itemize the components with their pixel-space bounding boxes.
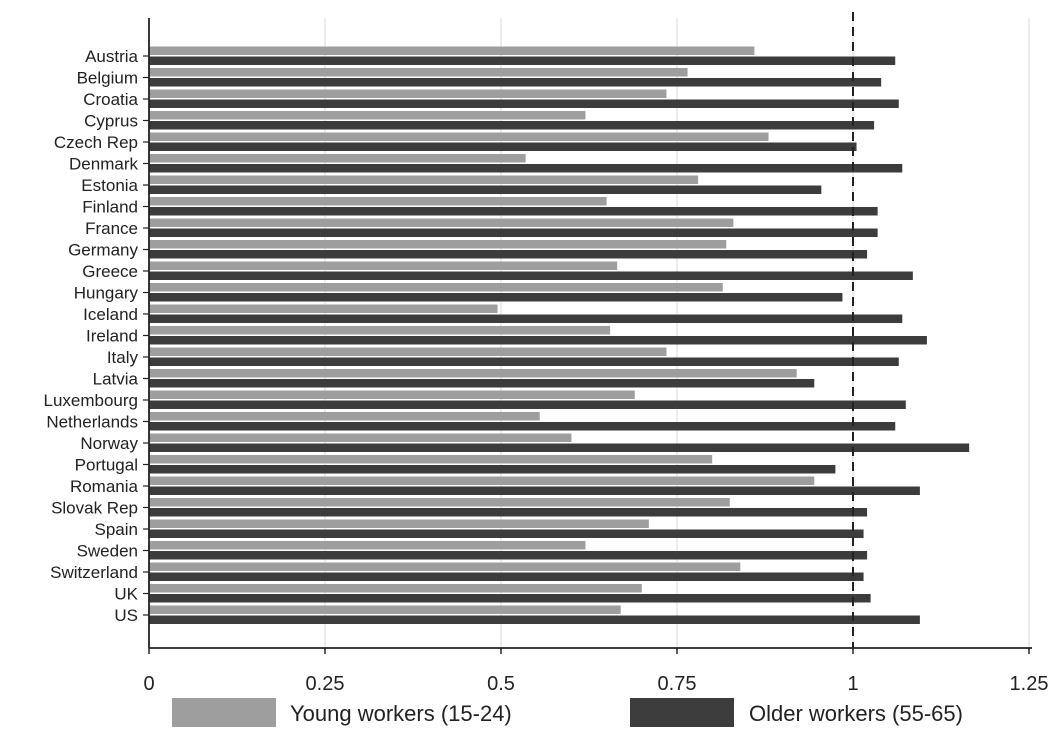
bar-older-denmark [149, 164, 903, 173]
category-label: Belgium [77, 69, 138, 88]
bar-older-romania [149, 486, 920, 495]
bar-older-france [149, 228, 878, 237]
bar-older-spain [149, 529, 864, 538]
bar-young-cyprus [149, 111, 586, 120]
bar-older-netherlands [149, 422, 896, 431]
bar-older-ireland [149, 336, 927, 345]
category-label: Latvia [93, 370, 139, 389]
category-label: Austria [85, 47, 138, 66]
bar-older-hungary [149, 293, 843, 302]
bar-older-finland [149, 207, 878, 216]
bar-young-latvia [149, 369, 797, 378]
bar-older-norway [149, 443, 970, 452]
legend: Young workers (15-24) Older workers (55-6… [172, 698, 963, 727]
bar-young-belgium [149, 68, 688, 77]
category-label: Netherlands [46, 413, 138, 432]
category-label: Norway [80, 434, 138, 453]
x-tick-label: 1.25 [1010, 673, 1049, 695]
category-label: Iceland [83, 305, 138, 324]
category-label: US [114, 606, 138, 625]
bar-young-slovak-rep [149, 498, 730, 507]
category-label: Hungary [74, 284, 139, 303]
category-label: Estonia [81, 176, 138, 195]
category-label: Greece [82, 262, 138, 281]
bar-young-germany [149, 240, 727, 249]
category-label: Slovak Rep [51, 499, 138, 518]
bar-older-belgium [149, 78, 882, 87]
bar-young-austria [149, 46, 755, 55]
category-label: UK [114, 585, 138, 604]
bar-older-sweden [149, 551, 868, 560]
legend-label-older: Older workers (55-65) [749, 701, 963, 726]
bar-young-luxembourg [149, 390, 635, 399]
bar-older-germany [149, 250, 868, 259]
bar-young-croatia [149, 89, 667, 98]
category-label: France [85, 219, 138, 238]
bar-young-finland [149, 197, 607, 206]
bar-young-czech-rep [149, 132, 769, 141]
bar-young-sweden [149, 541, 586, 550]
category-label: Germany [68, 241, 138, 260]
axes [143, 18, 1032, 654]
bar-young-netherlands [149, 412, 540, 421]
bar-older-italy [149, 357, 899, 366]
category-label: Ireland [86, 327, 138, 346]
legend-label-young: Young workers (15-24) [290, 701, 512, 726]
category-label: Czech Rep [54, 133, 138, 152]
bar-older-slovak-rep [149, 508, 868, 517]
bar-young-romania [149, 476, 815, 485]
bar-older-czech-rep [149, 142, 857, 151]
bar-young-switzerland [149, 562, 741, 571]
x-tick-label: 0.5 [487, 673, 515, 695]
bar-older-switzerland [149, 572, 864, 581]
legend-swatch-older [630, 698, 734, 727]
x-tick-label: 0 [143, 673, 154, 695]
bar-older-cyprus [149, 121, 875, 130]
bar-young-denmark [149, 154, 526, 163]
category-label: Finland [82, 198, 138, 217]
category-label: Croatia [83, 90, 138, 109]
bar-older-latvia [149, 379, 815, 388]
legend-swatch-young [172, 698, 276, 727]
category-label: Cyprus [84, 112, 138, 131]
bar-older-austria [149, 56, 896, 65]
category-label: Portugal [75, 456, 138, 475]
bar-older-croatia [149, 99, 899, 108]
bar-young-ireland [149, 326, 611, 335]
bar-young-estonia [149, 175, 699, 184]
bar-young-uk [149, 584, 642, 593]
x-tick-label: 0.75 [658, 673, 697, 695]
category-label: Luxembourg [43, 391, 138, 410]
x-tick-labels: 0 0.25 0.5 0.75 1 1.25 [143, 673, 1048, 695]
bar-older-estonia [149, 185, 822, 194]
bar-older-portugal [149, 465, 836, 474]
bar-older-us [149, 615, 920, 624]
bar-young-greece [149, 261, 618, 270]
category-labels: Austria Belgium Croatia Cyprus Czech Rep Denm… [43, 47, 138, 625]
category-label: Denmark [69, 155, 138, 174]
bar-young-hungary [149, 283, 723, 292]
bar-young-italy [149, 347, 667, 356]
category-label: Romania [70, 477, 139, 496]
bar-young-france [149, 218, 734, 227]
bar-older-luxembourg [149, 400, 906, 409]
bar-young-norway [149, 433, 572, 442]
bar-young-portugal [149, 455, 713, 464]
bar-older-greece [149, 271, 913, 280]
x-tick-label: 1 [847, 673, 858, 695]
bar-older-iceland [149, 314, 903, 323]
bar-young-spain [149, 519, 649, 528]
category-label: Switzerland [50, 563, 138, 582]
category-label: Spain [95, 520, 138, 539]
bar-young-us [149, 605, 621, 614]
x-tick-label: 0.25 [306, 673, 345, 695]
category-label: Italy [107, 348, 139, 367]
category-label: Sweden [77, 542, 138, 561]
bar-older-uk [149, 594, 871, 603]
bar-young-iceland [149, 304, 498, 313]
bars [149, 46, 970, 624]
